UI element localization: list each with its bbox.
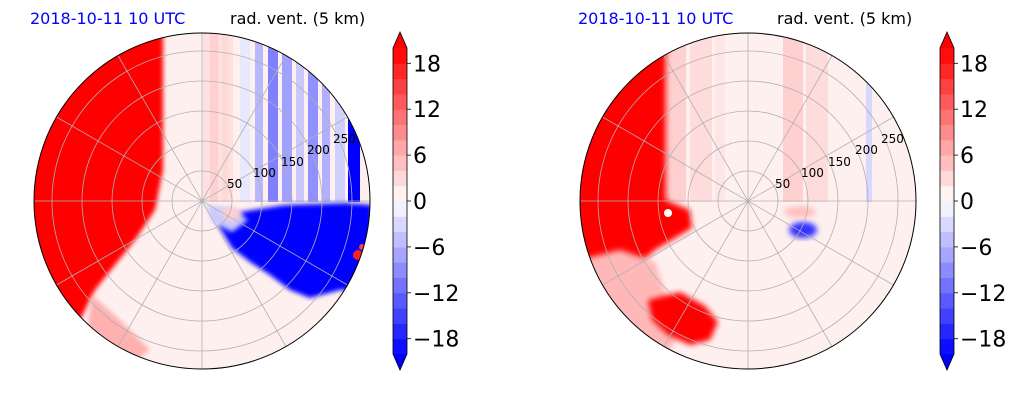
date-label: 2018-10-11 10 UTC [30,9,185,28]
polar-grid [580,33,916,369]
colorbar-band [940,109,954,125]
radial-tick-label: 200 [307,143,330,157]
colorbar-outline [392,31,408,371]
colorbar-extend-min [940,354,954,370]
colorbar-band [393,78,407,95]
colorbar-band [393,277,407,294]
colorbar-band [393,262,407,278]
radial-tick-labels: 50 100 150 200 250 [227,132,356,191]
radial-tick-label: 150 [828,155,851,169]
colorbar: 18 12 6 0 −6 −12 −18 [392,31,459,371]
colorbar-tick-label: −6 [960,236,992,261]
radial-tick-labels: 50 100 150 200 250 [775,132,904,191]
colorbar-band [940,277,954,294]
radial-tick-label: 50 [227,177,242,191]
colorbar-band [393,201,407,217]
colorbar-band [940,124,954,141]
polar-grid [34,33,370,369]
colorbar-tick-label: −12 [960,282,1006,307]
colorbar-tick-label: −18 [960,328,1006,353]
colorbar-extend-min [393,354,407,370]
colorbar-band [940,155,954,171]
colorbar-band [940,170,954,187]
colorbar-bands [392,31,408,371]
colorbar-band [393,109,407,125]
colorbar-tick-label: 12 [960,98,988,123]
radial-tick-label: 100 [801,166,824,180]
panel-title: rad. vent. (5 km) [230,9,365,28]
radial-tick-label: 100 [253,166,276,180]
colorbar-band [393,246,407,263]
colorbar-band [940,292,954,309]
colorbar-band [940,246,954,263]
colorbar-band [940,262,954,278]
panel-right: 2018-10-11 10 UTC rad. vent. (5 km) [578,9,1006,371]
colorbar-tick-label: 12 [413,98,441,123]
radial-tick-label: 50 [775,177,790,191]
colorbar-tick-label: 18 [960,52,988,77]
colorbar-band [393,308,407,324]
colorbar-tick-label: −12 [413,282,459,307]
colorbar-tick-label: −18 [413,328,459,353]
colorbar-band [940,323,954,340]
colorbar-band [940,338,954,355]
colorbar-band [940,201,954,217]
colorbar-bands [939,31,955,371]
colorbar-tick-label: −6 [413,236,445,261]
colorbar-tick-labels: 18 12 6 0 −6 −12 −18 [407,52,459,353]
colorbar-band [940,63,954,80]
colorbar-band [940,231,954,248]
colorbar-band [393,292,407,309]
colorbar-band [940,308,954,324]
colorbar-band [393,231,407,248]
colorbar-band [393,185,407,202]
colorbar-extend-max [393,32,407,48]
panel-title: rad. vent. (5 km) [777,9,912,28]
colorbar-tick-label: 6 [413,144,427,169]
colorbar-band [940,78,954,95]
colorbar-band [940,216,954,233]
colorbar-extend-max [940,32,954,48]
radial-tick-label: 250 [881,132,904,146]
colorbar-band [393,139,407,156]
colorbar-band [393,63,407,80]
colorbar-tick-label: 0 [960,190,974,215]
colorbar-band [393,124,407,141]
colorbar-tick-labels: 18 12 6 0 −6 −12 −18 [954,52,1006,353]
colorbar-band [393,48,407,64]
date-label: 2018-10-11 10 UTC [578,9,733,28]
colorbar-band [940,93,954,110]
colorbar-outline [939,31,955,371]
colorbar-band [393,338,407,355]
colorbar: 18 12 6 0 −6 −12 −18 [939,31,1006,371]
colorbar-tick-label: 6 [960,144,974,169]
colorbar-band [940,48,954,64]
panel-left: 2018-10-11 10 UTC rad. vent. (5 km) [30,9,459,371]
radial-tick-label: 250 [333,132,356,146]
polar-frame [579,32,917,370]
colorbar-band [393,170,407,187]
colorbar-band [393,93,407,110]
colorbar-band [940,139,954,156]
polar-frame [33,32,371,370]
radial-tick-label: 200 [855,143,878,157]
colorbar-band [393,323,407,340]
colorbar-band [940,185,954,202]
radial-tick-label: 150 [281,155,304,169]
colorbar-band [393,155,407,171]
colorbar-tick-label: 0 [413,190,427,215]
colorbar-tick-label: 18 [413,52,441,77]
colorbar-band [393,216,407,233]
